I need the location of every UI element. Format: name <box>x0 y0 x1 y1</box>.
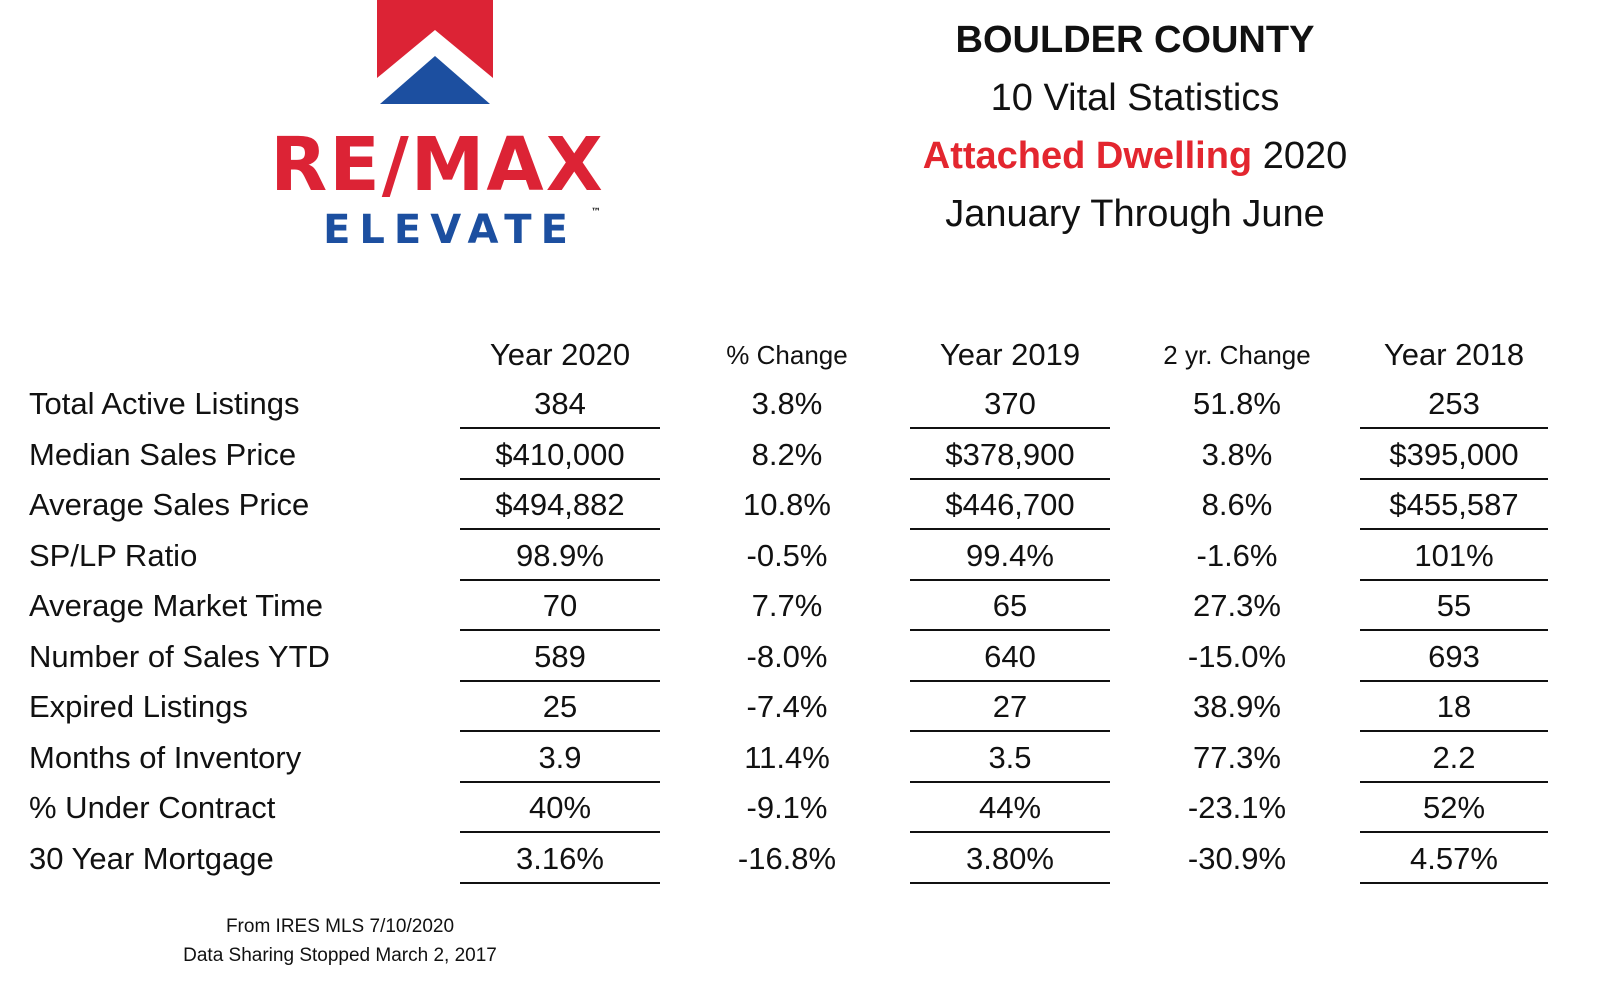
row-label: Median Sales Price <box>29 437 297 472</box>
cell-2yr-change: -23.1% <box>1187 790 1287 825</box>
row-label: Months of Inventory <box>29 740 302 775</box>
cell-year-2020: 589 <box>460 632 660 682</box>
row-label: Expired Listings <box>29 689 248 724</box>
cell-year-2019: 44% <box>910 783 1110 833</box>
cell-year-2018: 52% <box>1360 783 1548 833</box>
cell-year-2019: 370 <box>910 379 1110 429</box>
cell-pct-change: 3.8% <box>751 386 823 421</box>
table-row: Months of Inventory 3.9 11.4% 3.5 77.3% … <box>0 733 1600 784</box>
cell-year-2019: 3.80% <box>910 834 1110 884</box>
cell-2yr-change: -30.9% <box>1187 841 1287 876</box>
cell-year-2019: $446,700 <box>910 480 1110 530</box>
cell-year-2019: 3.5 <box>910 733 1110 783</box>
data-sharing-note: Data Sharing Stopped March 2, 2017 <box>183 945 497 966</box>
cell-pct-change: 7.7% <box>751 588 823 623</box>
cell-pct-change: 11.4% <box>744 740 830 775</box>
cell-year-2019: 99.4% <box>910 531 1110 581</box>
header-year-2020: Year 2020 <box>489 337 631 372</box>
row-label: Average Market Time <box>29 588 324 623</box>
cell-year-2018: $455,587 <box>1360 480 1548 530</box>
header-year-2018: Year 2018 <box>1383 337 1525 372</box>
cell-year-2020: 98.9% <box>460 531 660 581</box>
cell-year-2020: 25 <box>460 682 660 732</box>
source-note: From IRES MLS 7/10/2020 Data Sharing Sto… <box>150 912 530 970</box>
row-label: % Under Contract <box>29 790 276 825</box>
cell-year-2018: 2.2 <box>1360 733 1548 783</box>
row-label: SP/LP Ratio <box>29 538 198 573</box>
cell-2yr-change: 27.3% <box>1193 588 1281 623</box>
cell-year-2018: 55 <box>1360 581 1548 631</box>
cell-pct-change: 10.8% <box>743 487 831 522</box>
cell-year-2020: 3.16% <box>460 834 660 884</box>
header-2yr-change: 2 yr. Change <box>1163 340 1311 370</box>
cell-2yr-change: 38.9% <box>1193 689 1281 724</box>
cell-2yr-change: -1.6% <box>1196 538 1278 573</box>
cell-pct-change: -0.5% <box>746 538 828 573</box>
cell-year-2018: 18 <box>1360 682 1548 732</box>
cell-pct-change: 8.2% <box>751 437 823 472</box>
header-year-2019: Year 2019 <box>939 337 1081 372</box>
cell-2yr-change: 77.3% <box>1193 740 1281 775</box>
cell-2yr-change: 51.8% <box>1193 386 1281 421</box>
cell-year-2020: 70 <box>460 581 660 631</box>
table-row: 30 Year Mortgage 3.16% -16.8% 3.80% -30.… <box>0 834 1600 885</box>
row-label: Average Sales Price <box>29 487 310 522</box>
logo-wordmark: RE/MAX <box>270 122 605 208</box>
date-range: January Through June <box>945 193 1325 235</box>
table-row: Number of Sales YTD 589 -8.0% 640 -15.0%… <box>0 632 1600 683</box>
year-text: 2020 <box>1252 135 1348 177</box>
table-row: Median Sales Price $410,000 8.2% $378,90… <box>0 430 1600 481</box>
county-title: BOULDER COUNTY <box>955 19 1315 61</box>
table-row: % Under Contract 40% -9.1% 44% -23.1% 52… <box>0 783 1600 834</box>
row-label: 30 Year Mortgage <box>29 841 274 876</box>
property-type-line: Attached Dwelling 2020 <box>855 127 1415 185</box>
table-row: Average Sales Price $494,882 10.8% $446,… <box>0 480 1600 531</box>
cell-year-2020: $410,000 <box>460 430 660 480</box>
cell-2yr-change: -15.0% <box>1187 639 1287 674</box>
table-row: Average Market Time 70 7.7% 65 27.3% 55 <box>0 581 1600 632</box>
cell-year-2018: 253 <box>1360 379 1548 429</box>
row-label: Total Active Listings <box>29 386 300 421</box>
cell-year-2020: $494,882 <box>460 480 660 530</box>
table-row: SP/LP Ratio 98.9% -0.5% 99.4% -1.6% 101% <box>0 531 1600 582</box>
cell-2yr-change: 3.8% <box>1201 437 1273 472</box>
cell-pct-change: -7.4% <box>746 689 828 724</box>
cell-year-2018: 101% <box>1360 531 1548 581</box>
cell-2yr-change: 8.6% <box>1201 487 1273 522</box>
property-type: Attached Dwelling <box>922 135 1253 177</box>
cell-year-2020: 40% <box>460 783 660 833</box>
cell-year-2019: 640 <box>910 632 1110 682</box>
remax-balloon-icon <box>377 0 493 104</box>
cell-pct-change: -16.8% <box>737 841 837 876</box>
title-block: BOULDER COUNTY 10 Vital Statistics Attac… <box>855 12 1415 243</box>
cell-year-2018: $395,000 <box>1360 430 1548 480</box>
cell-year-2020: 384 <box>460 379 660 429</box>
logo-tagline: ELEVATE <box>323 207 577 253</box>
cell-year-2019: 27 <box>910 682 1110 732</box>
cell-year-2019: $378,900 <box>910 430 1110 480</box>
row-label: Number of Sales YTD <box>29 639 330 674</box>
table-row: Total Active Listings 384 3.8% 370 51.8%… <box>0 379 1600 430</box>
remax-elevate-logo: RE/MAX ELEVATE ™ <box>265 0 615 260</box>
cell-year-2020: 3.9 <box>460 733 660 783</box>
cell-year-2019: 65 <box>910 581 1110 631</box>
cell-year-2018: 693 <box>1360 632 1548 682</box>
trademark-symbol: ™ <box>591 207 601 218</box>
cell-pct-change: -8.0% <box>746 639 828 674</box>
table-row: Expired Listings 25 -7.4% 27 38.9% 18 <box>0 682 1600 733</box>
subtitle: 10 Vital Statistics <box>990 77 1280 119</box>
source-line: From IRES MLS 7/10/2020 <box>225 916 455 937</box>
cell-pct-change: -9.1% <box>746 790 828 825</box>
header-pct-change: % Change <box>726 340 848 370</box>
cell-year-2018: 4.57% <box>1360 834 1548 884</box>
